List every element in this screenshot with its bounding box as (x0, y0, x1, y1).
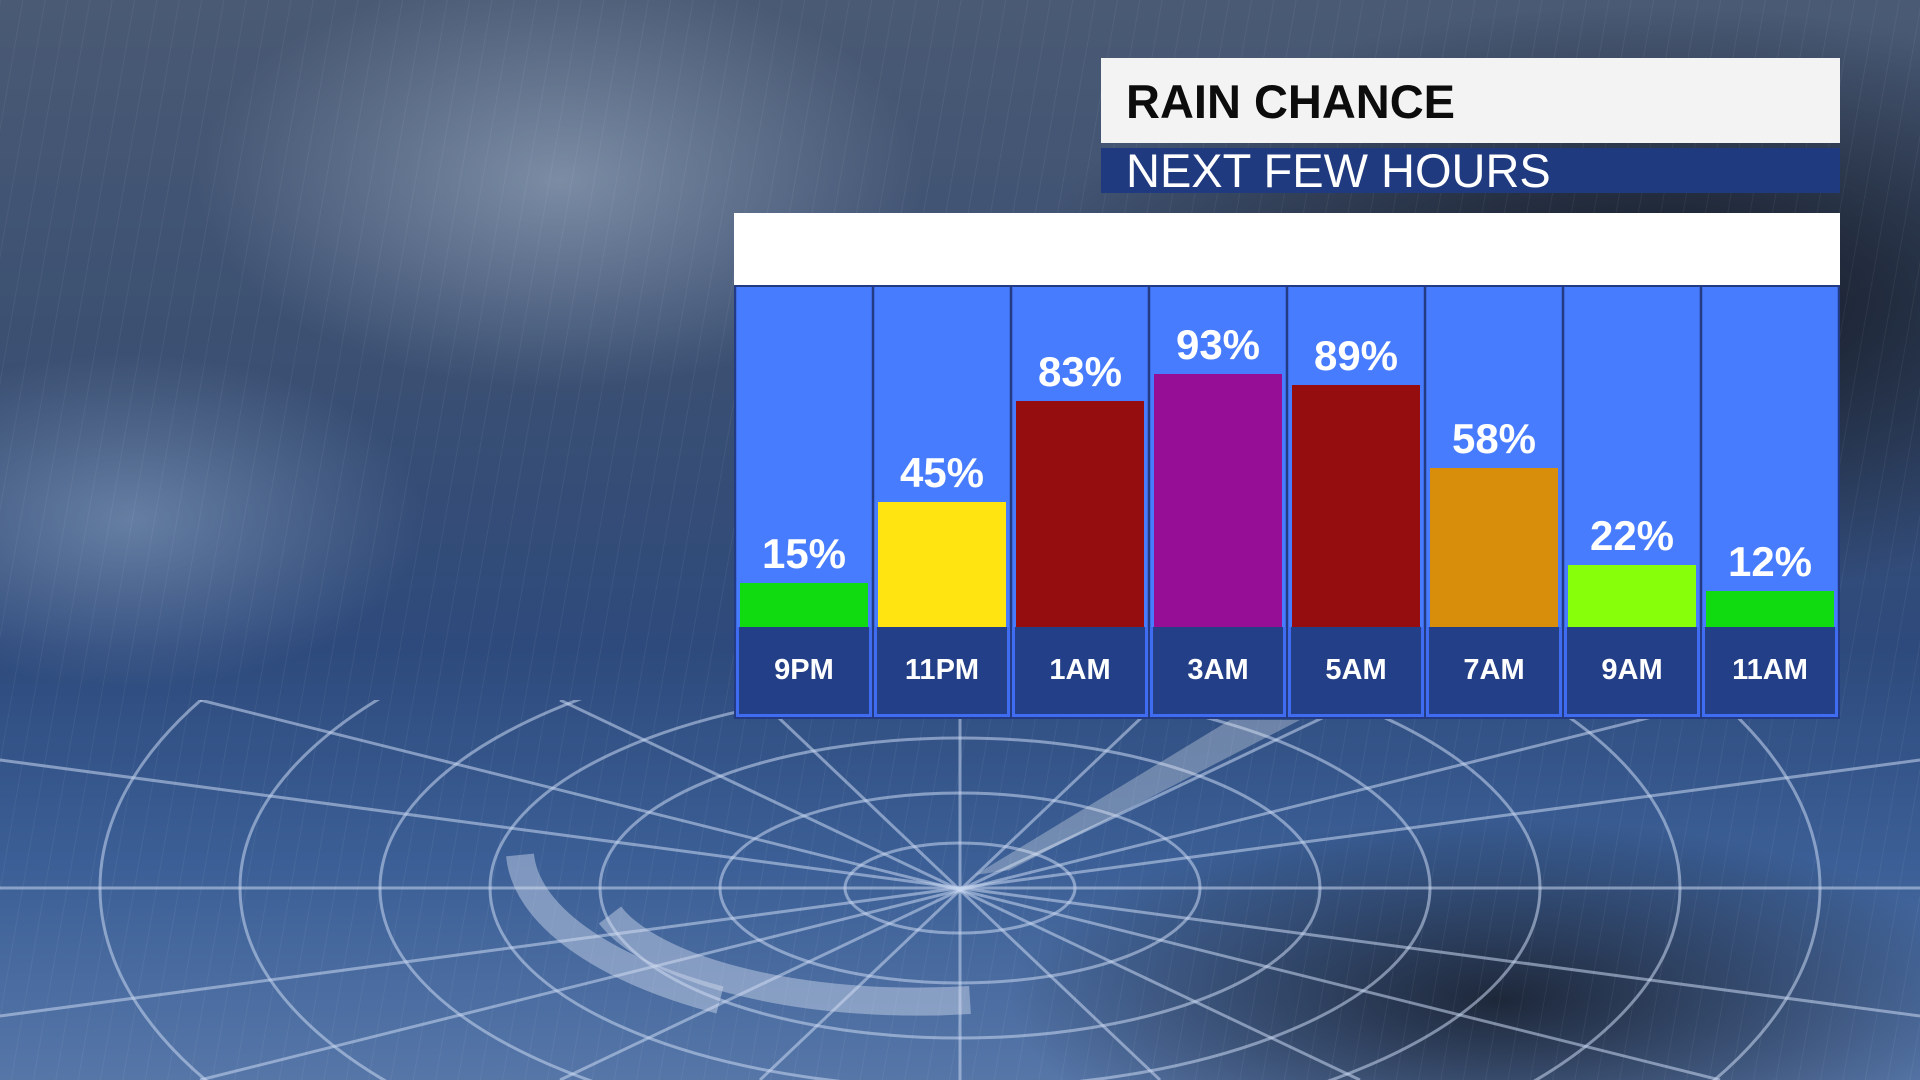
plot-area: 83% (1012, 287, 1148, 627)
time-label: 3AM (1150, 627, 1286, 717)
percent-label: 58% (1451, 415, 1537, 462)
bar (1154, 374, 1282, 627)
chart-header-panel (734, 213, 1840, 285)
bar (1568, 565, 1696, 627)
bar-column: 93% 3AM (1150, 287, 1286, 717)
percent-label: 22% (1589, 512, 1675, 559)
time-label: 11PM (874, 627, 1010, 717)
plot-area: 45% (874, 287, 1010, 627)
chart-title: RAIN CHANCE (1126, 75, 1455, 128)
radar-graphic (0, 700, 1920, 1080)
time-label: 5AM (1288, 627, 1424, 717)
bar (1016, 401, 1144, 627)
chart-subtitle: NEXT FEW HOURS (1126, 144, 1551, 197)
plot-area: 93% (1150, 287, 1286, 627)
percent-label: 45% (899, 449, 985, 496)
percent-label: 15% (761, 530, 847, 577)
bar (1706, 591, 1834, 627)
bar-column: 15% 9PM (736, 287, 872, 717)
plot-area: 15% (736, 287, 872, 627)
plot-area: 58% (1426, 287, 1562, 627)
bar-column: 83% 1AM (1012, 287, 1148, 717)
time-label: 11AM (1702, 627, 1838, 717)
bar (878, 502, 1006, 627)
time-label: 9AM (1564, 627, 1700, 717)
time-label: 7AM (1426, 627, 1562, 717)
subtitle-box: NEXT FEW HOURS (1101, 144, 1840, 197)
percent-label: 83% (1037, 348, 1123, 395)
title-box: RAIN CHANCE (1101, 58, 1840, 143)
time-label: 9PM (736, 627, 872, 717)
plot-area: 89% (1288, 287, 1424, 627)
bar-column: 12% 11AM (1702, 287, 1838, 717)
time-label: 1AM (1012, 627, 1148, 717)
bar-column: 22% 9AM (1564, 287, 1700, 717)
plot-area: 12% (1702, 287, 1838, 627)
percent-label: 93% (1175, 321, 1261, 368)
bar-column: 45% 11PM (874, 287, 1010, 717)
bar (1292, 385, 1420, 627)
bar-column: 58% 7AM (1426, 287, 1562, 717)
percent-label: 89% (1313, 332, 1399, 379)
bar-column: 89% 5AM (1288, 287, 1424, 717)
plot-area: 22% (1564, 287, 1700, 627)
rain-chance-bar-chart: 15% 9PM 45% 11PM 83% 1AM 93% 3AM 89% 5AM (734, 285, 1840, 719)
percent-label: 12% (1727, 538, 1813, 585)
bar (1430, 468, 1558, 627)
bar (740, 583, 868, 627)
